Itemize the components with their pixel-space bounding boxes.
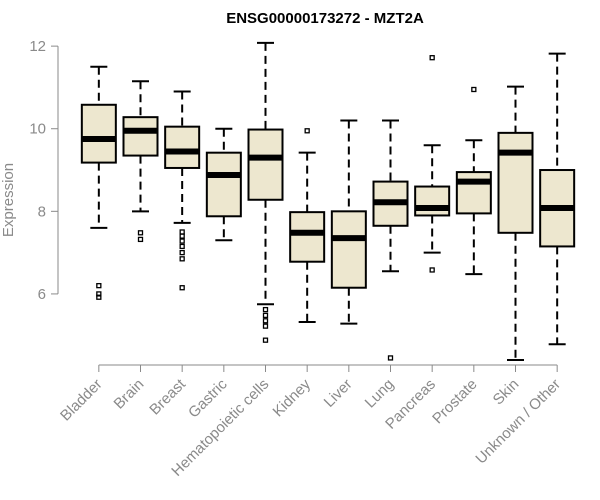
- x-tick-label: Liver: [321, 376, 356, 411]
- outlier-point: [179, 238, 185, 244]
- box-lung: [372, 119, 409, 361]
- iqr-box: [414, 185, 451, 217]
- outlier-point: [429, 267, 435, 273]
- box-brain: [122, 80, 159, 243]
- outlier-point: [96, 291, 102, 297]
- y-tick-label: 12: [29, 38, 46, 55]
- box-skin: [497, 85, 534, 361]
- outlier-point: [262, 337, 269, 343]
- outlier-point: [179, 233, 185, 239]
- iqr-box: [289, 211, 326, 263]
- outlier-point: [179, 249, 185, 256]
- outlier-point: [179, 243, 185, 250]
- outlier-point: [137, 230, 144, 236]
- x-tick-label: Bladder: [57, 376, 106, 425]
- y-axis-label: Expression: [0, 163, 17, 237]
- outlier-point: [387, 355, 394, 361]
- y-tick-label: 6: [38, 286, 46, 303]
- y-tick-label: 10: [29, 121, 46, 138]
- box-hematopoietic-cells: [247, 41, 284, 343]
- x-tick-label: Breast: [146, 375, 189, 418]
- outlier-point: [96, 294, 102, 300]
- box-bladder: [80, 65, 117, 300]
- outlier-point: [262, 318, 269, 324]
- box-prostate: [455, 86, 492, 276]
- y-axis: 6 8 10 12: [29, 38, 59, 303]
- iqr-box: [122, 116, 159, 157]
- outlier-point: [179, 256, 185, 262]
- iqr-box: [205, 151, 242, 218]
- iqr-box: [330, 210, 367, 289]
- outlier-point: [429, 55, 435, 61]
- iqr-box: [247, 128, 284, 201]
- x-tick-label: Skin: [490, 376, 523, 409]
- outlier-point: [262, 312, 269, 319]
- box-gastric: [205, 127, 242, 242]
- x-tick-label: Prostate: [429, 376, 481, 428]
- outlier-point: [304, 128, 310, 134]
- iqr-box: [80, 103, 117, 164]
- box-pancreas: [414, 55, 451, 273]
- y-tick-label: 8: [38, 203, 46, 220]
- boxes-group: [80, 41, 576, 361]
- outlier-point: [262, 323, 269, 329]
- x-tick-label: Kidney: [270, 375, 315, 420]
- box-kidney: [289, 128, 326, 324]
- outlier-point: [179, 285, 185, 291]
- outlier-point: [262, 306, 269, 313]
- box-breast: [164, 90, 201, 291]
- x-tick-label: Lung: [362, 376, 398, 412]
- outlier-point: [471, 86, 477, 93]
- box-unknown-other: [539, 52, 576, 346]
- iqr-box: [455, 171, 492, 215]
- outlier-point: [179, 229, 185, 235]
- outlier-point: [96, 283, 102, 289]
- iqr-box: [497, 131, 534, 234]
- outlier-point: [137, 236, 144, 243]
- chart-title: ENSG00000173272 - MZT2A: [226, 10, 424, 27]
- iqr-box: [164, 125, 201, 169]
- box-liver: [330, 119, 367, 325]
- x-tick-label: Brain: [111, 376, 148, 413]
